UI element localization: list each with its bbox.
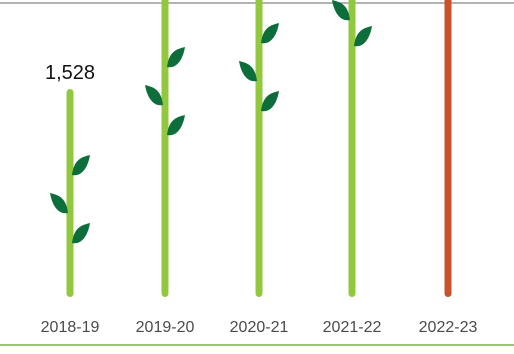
leaf-icon bbox=[239, 61, 257, 82]
leaf-icon bbox=[354, 26, 372, 47]
leaf-icon bbox=[72, 155, 90, 176]
chart-labels: 1,5282018-191,6362019-201,6502020-211,69… bbox=[41, 62, 478, 336]
bar-stem-2018-19 bbox=[66, 89, 74, 297]
leaf-icon bbox=[145, 85, 163, 106]
chart-marks bbox=[50, 0, 452, 297]
leaf-icon bbox=[332, 0, 350, 21]
bar-stem-2020-21 bbox=[255, 0, 263, 297]
value-label: 1,528 bbox=[45, 62, 95, 84]
leaf-icon bbox=[72, 223, 90, 244]
leaf-icon bbox=[167, 115, 185, 136]
category-label: 2022-23 bbox=[419, 319, 478, 336]
category-label: 2018-19 bbox=[41, 319, 100, 336]
bar-stem-2019-20 bbox=[161, 0, 169, 297]
bar-stem-2022-23 bbox=[444, 0, 452, 297]
leaf-icon bbox=[261, 23, 279, 44]
bar-stem-2021-22 bbox=[348, 0, 356, 297]
category-label: 2020-21 bbox=[230, 319, 289, 336]
leaf-icon bbox=[167, 47, 185, 68]
category-label: 2021-22 bbox=[323, 319, 382, 336]
leaf-icon bbox=[261, 91, 279, 112]
leaf-icon bbox=[50, 193, 68, 214]
category-label: 2019-20 bbox=[136, 319, 195, 336]
